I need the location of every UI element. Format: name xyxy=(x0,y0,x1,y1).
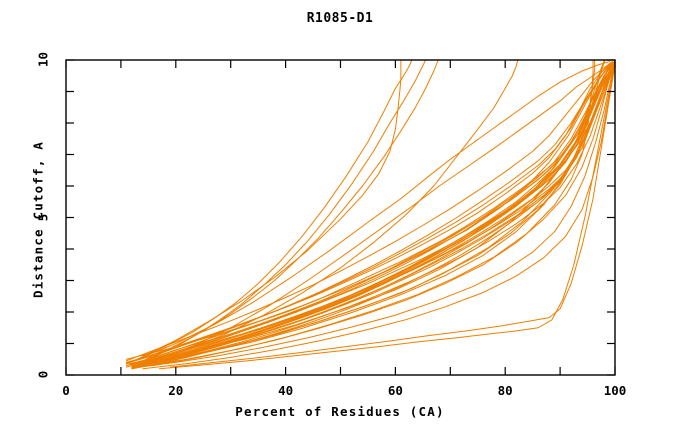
data-curve xyxy=(158,62,616,370)
x-tick-label: 100 xyxy=(603,383,627,398)
data-curve xyxy=(131,62,616,370)
data-curve xyxy=(125,62,614,363)
data-curve xyxy=(142,61,615,367)
data-curve xyxy=(142,59,402,357)
data-curve xyxy=(147,59,606,362)
data-curve xyxy=(136,61,611,360)
y-tick-label: 10 xyxy=(35,51,51,68)
data-curve xyxy=(142,62,616,370)
x-tick-label: 80 xyxy=(497,383,513,398)
x-tick-label: 60 xyxy=(387,383,403,398)
data-curve xyxy=(136,61,616,366)
data-curve xyxy=(125,67,613,367)
data-curve xyxy=(147,59,439,360)
data-curves-group xyxy=(125,59,616,370)
data-curve xyxy=(131,65,614,369)
data-curve xyxy=(125,62,614,364)
data-curve xyxy=(131,64,613,367)
data-curve xyxy=(125,62,612,365)
x-tick-label: 20 xyxy=(168,383,184,398)
y-tick-label: 5 xyxy=(35,213,51,221)
data-curve xyxy=(153,59,606,363)
data-curve xyxy=(131,62,616,368)
data-curve xyxy=(131,62,613,367)
data-curve xyxy=(125,61,615,360)
data-curve xyxy=(136,59,413,360)
data-curve xyxy=(131,62,616,370)
data-curve xyxy=(125,61,613,362)
data-curve xyxy=(147,59,596,365)
data-curve xyxy=(153,61,613,362)
x-tick-label: 40 xyxy=(278,383,294,398)
data-curve xyxy=(169,64,616,368)
data-curve xyxy=(131,64,614,368)
axes-frame-group xyxy=(65,59,616,376)
plot-frame xyxy=(65,59,616,376)
data-curve xyxy=(131,65,615,369)
data-curve xyxy=(131,62,615,366)
y-tick-label: 0 xyxy=(35,370,51,379)
chart-title: R1085-D1 xyxy=(306,11,374,26)
x-axis-title: Percent of Residues (CA) xyxy=(235,404,445,419)
x-tick-label: 0 xyxy=(62,383,70,398)
data-curve xyxy=(125,64,613,367)
data-curve xyxy=(136,62,616,367)
